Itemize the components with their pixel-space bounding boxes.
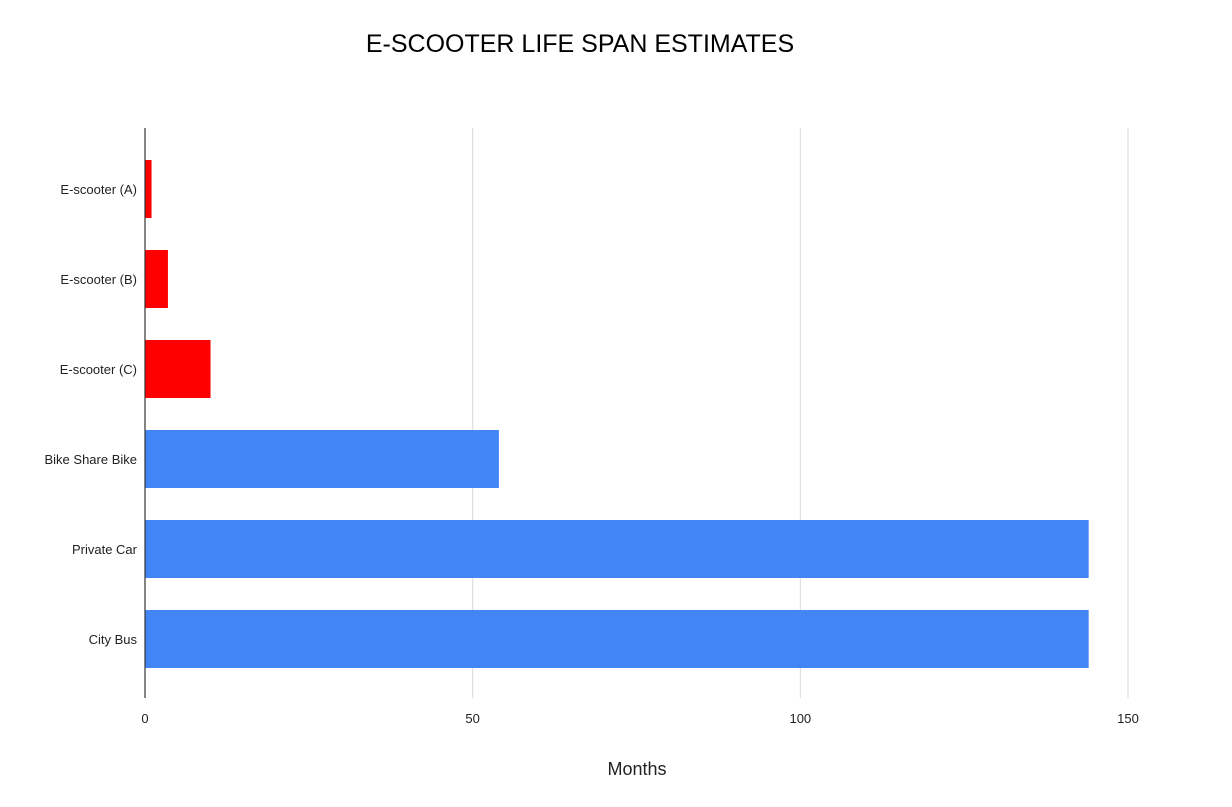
category-label: E-scooter (B)	[60, 272, 137, 287]
bars	[145, 160, 1089, 668]
x-tick-label: 100	[789, 711, 811, 726]
chart-title: E-SCOOTER LIFE SPAN ESTIMATES	[365, 30, 795, 58]
bar-e-scooter-b	[145, 250, 168, 308]
bar-city-bus	[145, 610, 1089, 668]
x-tick-label: 0	[141, 711, 148, 726]
category-label: Private Car	[72, 542, 138, 557]
category-label: City Bus	[89, 632, 138, 647]
category-label: Bike Share Bike	[45, 452, 138, 467]
grid-lines	[472, 128, 1129, 698]
category-label: E-scooter (C)	[60, 362, 137, 377]
category-label: E-scooter (A)	[60, 182, 137, 197]
x-tick-label: 150	[1117, 711, 1139, 726]
bar-e-scooter-c	[145, 340, 211, 398]
bar-bike-share-bike	[145, 430, 499, 488]
bar-e-scooter-a	[145, 160, 152, 218]
bar-private-car	[145, 520, 1089, 578]
x-axis-label: Months	[607, 759, 666, 779]
labels: E-scooter (A) E-scooter (B) E-scooter (C) B…	[45, 182, 1139, 779]
x-tick-label: 50	[465, 711, 479, 726]
